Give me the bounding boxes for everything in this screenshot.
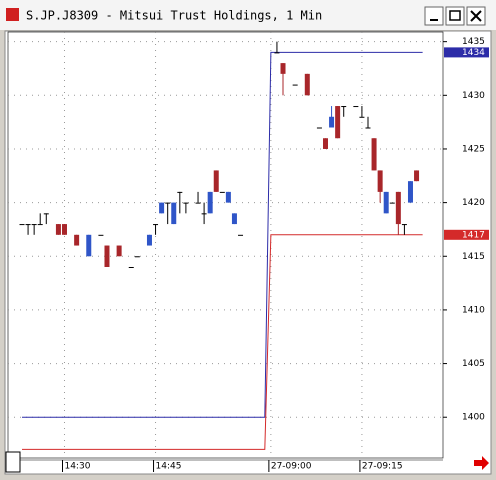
candle-body [383, 191, 389, 214]
y-tick-label: 1430 [462, 91, 485, 101]
candle-body [74, 234, 80, 246]
title-bar [0, 0, 496, 30]
candle-body [98, 234, 104, 236]
candle-body [128, 266, 134, 268]
candle-body [134, 256, 140, 258]
candle-body [280, 63, 286, 74]
x-tick-label: 14:30 [64, 462, 90, 472]
scroll-box[interactable] [5, 451, 21, 473]
candle-body [335, 106, 341, 139]
candle-body [37, 224, 43, 226]
candle-body [86, 234, 92, 257]
candle-body [165, 202, 171, 204]
candle-body [219, 191, 225, 193]
candle-body [371, 138, 377, 171]
candle-body [116, 245, 122, 257]
candle-body [353, 106, 359, 108]
candle-body [43, 213, 49, 215]
candle-body [329, 116, 335, 128]
candle-body [292, 84, 298, 86]
candle-body [316, 127, 322, 129]
candle-body [395, 191, 401, 225]
candle-body [389, 202, 395, 204]
candle-body [171, 202, 177, 225]
last-value-box [444, 229, 489, 240]
y-tick-label: 1425 [462, 144, 485, 154]
candle-body [274, 52, 280, 54]
candle-body [414, 170, 420, 182]
y-tick-label: 1415 [462, 252, 485, 262]
y-tick-label: 1435 [462, 37, 485, 47]
close-icon [470, 10, 482, 22]
minimize-button[interactable] [424, 6, 444, 26]
candle-body [61, 224, 67, 235]
candle-body [31, 224, 37, 226]
candle-body [104, 245, 110, 267]
candle-body [377, 170, 383, 192]
candle-body [407, 181, 413, 203]
candle-body [401, 224, 407, 226]
candle-body [25, 224, 31, 226]
candle-body [19, 224, 25, 226]
line-series [22, 234, 423, 450]
candle-body [153, 224, 159, 226]
candle-body [238, 234, 244, 236]
x-tick-label: 14:45 [156, 462, 182, 472]
candle-body [231, 213, 237, 225]
plot-area [7, 31, 444, 459]
x-tick-label: 27-09:15 [362, 462, 403, 472]
y-tick-label: 1410 [462, 305, 485, 315]
candle-body [55, 224, 61, 235]
x-tick-label: 27-09:00 [271, 462, 312, 472]
candle-body [213, 170, 219, 192]
last-value-label: 1417 [462, 230, 485, 240]
line-series [22, 51, 423, 418]
last-value-box [444, 47, 489, 58]
scroll-right-arrow[interactable] [474, 456, 489, 470]
maximize-button[interactable] [445, 6, 465, 26]
window-title: S.JP.J8309 - Mitsui Trust Holdings, 1 Mi… [26, 9, 322, 23]
maximize-icon [449, 10, 461, 21]
candle-body [146, 234, 152, 246]
window-buttons[interactable] [424, 6, 486, 26]
candle-body [201, 213, 207, 215]
candle-body [159, 202, 165, 214]
candle-body [177, 191, 183, 193]
candle-body [365, 127, 371, 129]
candle-body [323, 138, 328, 149]
candle-body [225, 191, 231, 203]
window-icon [6, 8, 19, 21]
candle-body [304, 73, 310, 96]
last-value-label: 1434 [462, 48, 485, 58]
candle-body [195, 202, 201, 204]
candle-body [359, 116, 365, 118]
y-tick-label: 1400 [462, 413, 485, 423]
candle-body [207, 191, 213, 214]
candle-body [341, 106, 347, 108]
y-tick-label: 1420 [462, 198, 485, 208]
candle-body [183, 202, 189, 204]
y-tick-label: 1405 [462, 359, 485, 369]
